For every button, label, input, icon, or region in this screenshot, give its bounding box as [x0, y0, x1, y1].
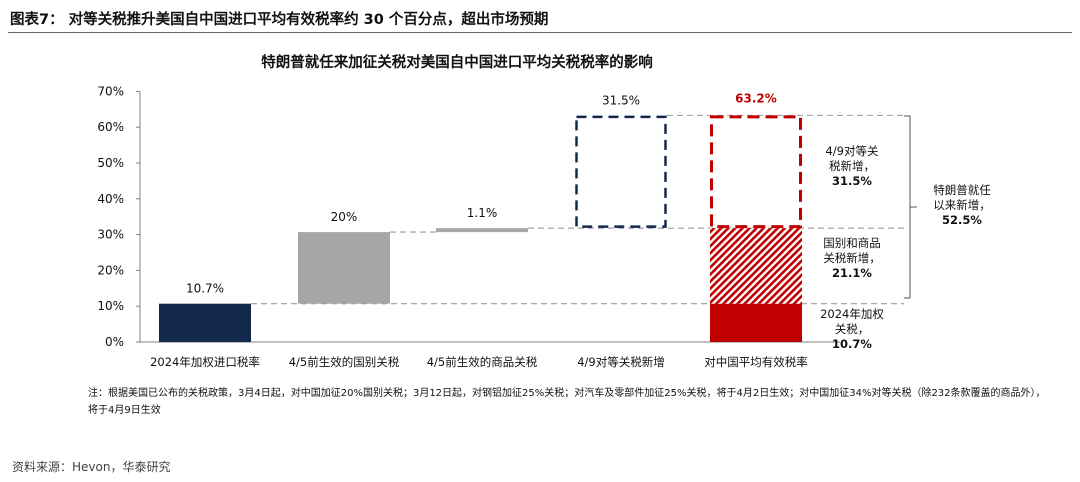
- x-category-label: 对中国平均有效税率: [704, 355, 808, 369]
- chart-title: 特朗普就任来加征关税对美国自中国进口平均关税税率的影响: [261, 53, 653, 71]
- bar-value-label: 63.2%: [735, 91, 777, 105]
- bar-value-label: 20%: [331, 210, 358, 224]
- x-category-label: 4/9对等关税新增: [577, 355, 665, 369]
- annotation-text: 52.5%: [942, 213, 982, 227]
- y-tick-label: 40%: [97, 192, 124, 206]
- annotation-text: 4/9对等关: [825, 144, 879, 158]
- x-category-label: 4/5前生效的国别关税: [289, 355, 400, 369]
- x-category-label: 2024年加权进口税率: [150, 355, 260, 369]
- bar: [298, 232, 390, 304]
- annotation-text: 2024年加权: [820, 307, 884, 321]
- plot-area: 0% 10% 20% 30% 40% 50% 60% 70% 10.7% 20% 1.1% 31.5%…: [97, 84, 991, 369]
- x-category-label: 4/5前生效的商品关税: [427, 355, 538, 369]
- annotation-text: 关税，: [835, 322, 870, 336]
- bar-value-label: 10.7%: [186, 282, 224, 296]
- bar-segment-hatched: [710, 228, 802, 304]
- annotation-text: 税新增，: [829, 159, 875, 173]
- y-tick-label: 0%: [105, 335, 124, 349]
- y-tick-label: 10%: [97, 299, 124, 313]
- annotation-text: 关税新增，: [823, 251, 881, 265]
- bar-value-label: 31.5%: [602, 93, 640, 107]
- bar: [575, 115, 667, 228]
- bar: [159, 303, 251, 342]
- annotation-text: 特朗普就任: [933, 183, 991, 197]
- annotation-text: 31.5%: [832, 174, 872, 188]
- bracket: [904, 115, 911, 299]
- bar-value-label: 1.1%: [467, 206, 498, 220]
- bar-segment: [710, 303, 802, 342]
- y-tick-label: 60%: [97, 120, 124, 134]
- footnote: 注：根据美国已公布的关税政策，3月4日起，对中国加征20%国别关税；3月12日起…: [88, 388, 1046, 416]
- y-tick-label: 30%: [97, 228, 124, 242]
- bar-segment-dashed: [710, 115, 802, 229]
- annotation-text: 21.1%: [832, 266, 872, 280]
- annotation-text: 10.7%: [832, 337, 872, 351]
- source-line: 资料来源：Hevon，华泰研究: [12, 460, 171, 474]
- y-tick-label: 70%: [97, 84, 124, 98]
- y-tick-label: 20%: [97, 263, 124, 277]
- y-tick-label: 50%: [97, 156, 124, 170]
- annotation-text: 国别和商品: [823, 236, 881, 250]
- figure-title: 图表7： 对等关税推升美国自中国进口平均有效税率约 30 个百分点，超出市场预期: [10, 12, 549, 28]
- annotation-text: 以来新增，: [933, 198, 991, 212]
- bar: [436, 228, 528, 233]
- figure-header: 图表7： 对等关税推升美国自中国进口平均有效税率约 30 个百分点，超出市场预期: [8, 0, 1072, 33]
